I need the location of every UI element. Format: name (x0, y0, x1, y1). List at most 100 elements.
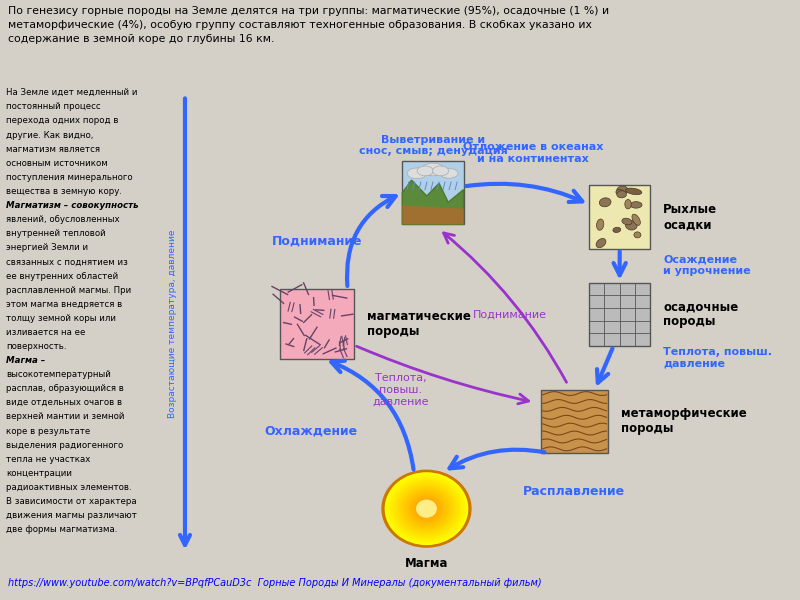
Ellipse shape (386, 473, 467, 544)
Ellipse shape (418, 502, 435, 516)
Text: коре в результате: коре в результате (6, 427, 90, 436)
Ellipse shape (425, 508, 428, 510)
Ellipse shape (390, 477, 462, 540)
Ellipse shape (417, 166, 434, 176)
Text: магматизм является: магматизм является (6, 145, 100, 154)
Ellipse shape (422, 505, 430, 512)
Polygon shape (402, 205, 463, 224)
Text: поверхность.: поверхность. (6, 342, 66, 351)
Text: толщу земной коры или: толщу земной коры или (6, 314, 116, 323)
Ellipse shape (400, 485, 453, 532)
Text: По генезису горные породы на Земле делятся на три группы: магматические (95%), о: По генезису горные породы на Земле делят… (8, 5, 609, 44)
Text: тепла не участках: тепла не участках (6, 455, 90, 464)
Ellipse shape (599, 198, 611, 207)
Text: другие. Как видно,: другие. Как видно, (6, 131, 94, 140)
Ellipse shape (391, 478, 462, 539)
Ellipse shape (407, 168, 426, 179)
Bar (280, 289, 354, 359)
Ellipse shape (634, 232, 641, 238)
Ellipse shape (424, 506, 430, 511)
Text: две формы магматизма.: две формы магматизма. (6, 525, 118, 534)
Ellipse shape (597, 219, 604, 230)
Polygon shape (402, 180, 463, 224)
Ellipse shape (406, 490, 447, 527)
Text: Возрастающие температура, давление: Возрастающие температура, давление (168, 230, 177, 418)
Ellipse shape (626, 188, 642, 194)
Text: расплав, образующийся в: расплав, образующийся в (6, 384, 124, 393)
Ellipse shape (397, 483, 456, 534)
Ellipse shape (422, 163, 444, 176)
Text: Выветривание и
снос, смыв; денудация: Выветривание и снос, смыв; денудация (358, 135, 507, 157)
Bar (589, 185, 650, 248)
Text: вещества в земную кору.: вещества в земную кору. (6, 187, 122, 196)
Ellipse shape (382, 470, 471, 547)
Text: Магматизм – совокупность: Магматизм – совокупность (6, 201, 139, 210)
Text: осадочные
породы: осадочные породы (663, 300, 738, 328)
Text: связанных с поднятием из: связанных с поднятием из (6, 257, 128, 266)
Text: расплавленной магмы. При: расплавленной магмы. При (6, 286, 131, 295)
Text: внутренней тепловой: внутренней тепловой (6, 229, 106, 238)
Text: энергией Земли и: энергией Земли и (6, 244, 88, 253)
Ellipse shape (407, 491, 446, 526)
Ellipse shape (421, 504, 432, 514)
Ellipse shape (410, 494, 443, 523)
Text: магматические
породы: магматические породы (367, 310, 470, 338)
Ellipse shape (625, 199, 631, 209)
Bar (402, 161, 463, 224)
Ellipse shape (389, 476, 464, 541)
Text: Охлаждение: Охлаждение (264, 424, 357, 437)
Ellipse shape (622, 218, 632, 225)
Text: Осаждение
и упрочнение: Осаждение и упрочнение (663, 255, 750, 277)
Ellipse shape (394, 481, 458, 536)
Text: концентрации: концентрации (6, 469, 72, 478)
Ellipse shape (632, 214, 640, 226)
Ellipse shape (417, 500, 436, 517)
Ellipse shape (596, 238, 606, 248)
Text: Расплавление: Расплавление (523, 485, 626, 498)
Text: виде отдельных очагов в: виде отдельных очагов в (6, 398, 122, 407)
Text: метаморфические
породы: метаморфические породы (622, 407, 747, 435)
Ellipse shape (396, 482, 457, 535)
Text: радиоактивных элементов.: радиоактивных элементов. (6, 483, 132, 492)
Ellipse shape (626, 221, 637, 230)
Text: Магма –: Магма – (6, 356, 46, 365)
Text: поступления минерального: поступления минерального (6, 173, 133, 182)
Ellipse shape (393, 479, 460, 538)
Text: явлений, обусловленных: явлений, обусловленных (6, 215, 120, 224)
Text: этом магма внедряется в: этом магма внедряется в (6, 299, 122, 308)
Ellipse shape (433, 166, 449, 176)
Text: ее внутренних областей: ее внутренних областей (6, 272, 118, 281)
Text: верхней мантии и земной: верхней мантии и земной (6, 412, 125, 421)
Ellipse shape (613, 227, 621, 232)
Text: Теплота,
повыш.
давление: Теплота, повыш. давление (373, 373, 429, 406)
Ellipse shape (416, 500, 437, 518)
Text: Поднимание: Поднимание (272, 235, 362, 248)
Ellipse shape (402, 488, 450, 529)
Ellipse shape (617, 191, 626, 198)
Text: изливается на ее: изливается на ее (6, 328, 86, 337)
Text: https://www.youtube.com/watch?v=BPqfPCauD3c  Горные Породы И Минералы (документа: https://www.youtube.com/watch?v=BPqfPCau… (8, 578, 542, 589)
Ellipse shape (411, 496, 442, 522)
Text: постоянный процесс: постоянный процесс (6, 103, 101, 112)
Ellipse shape (413, 497, 441, 521)
Text: высокотемпературный: высокотемпературный (6, 370, 111, 379)
Text: перехода одних пород в: перехода одних пород в (6, 116, 118, 125)
Text: Рыхлые
осадки: Рыхлые осадки (663, 203, 718, 231)
Text: Магма: Магма (405, 557, 448, 570)
Text: На Земле идет медленный и: На Земле идет медленный и (6, 88, 138, 97)
Text: Поднимание: Поднимание (474, 309, 547, 319)
Text: выделения радиогенного: выделения радиогенного (6, 440, 123, 449)
Ellipse shape (617, 186, 628, 194)
Ellipse shape (440, 169, 458, 178)
Text: движения магмы различают: движения магмы различают (6, 511, 137, 520)
Ellipse shape (419, 503, 434, 515)
Ellipse shape (616, 190, 625, 196)
Text: Отложение в океанах
и на континентах: Отложение в океанах и на континентах (462, 142, 603, 164)
Bar (541, 389, 609, 453)
Ellipse shape (385, 472, 468, 545)
Ellipse shape (414, 498, 439, 520)
Ellipse shape (415, 499, 438, 518)
Ellipse shape (387, 475, 466, 542)
Ellipse shape (408, 493, 445, 524)
Ellipse shape (398, 484, 454, 533)
